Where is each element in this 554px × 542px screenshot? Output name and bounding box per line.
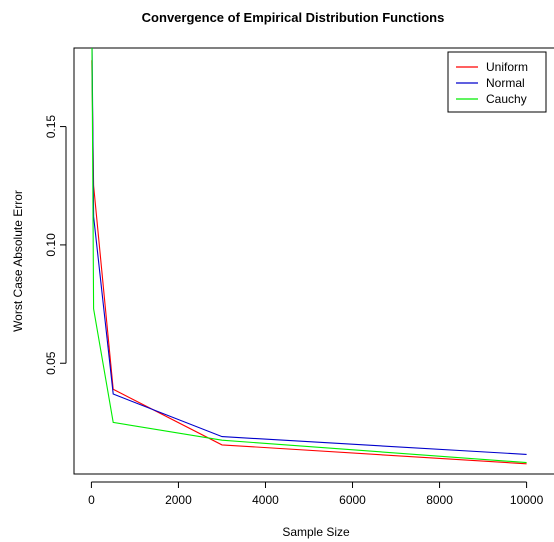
- x-axis: 0 2000 4000 6000 8000 10000: [88, 481, 544, 507]
- y-tick-label: 0.10: [44, 233, 58, 257]
- legend: Uniform Normal Cauchy: [447, 51, 547, 113]
- y-tick-label: 0.05: [44, 351, 58, 375]
- legend-label-cauchy: Cauchy: [486, 92, 527, 106]
- legend-box: [447, 51, 547, 113]
- y-tick-label: 0.15: [44, 115, 58, 139]
- x-tick-label: 10000: [510, 493, 544, 507]
- x-tick-label: 8000: [426, 493, 453, 507]
- x-tick-label: 4000: [252, 493, 279, 507]
- series-lines: [91, 48, 527, 465]
- y-axis-label: Worst Case Absolute Error: [11, 190, 25, 332]
- x-axis-label: Sample Size: [282, 525, 350, 539]
- legend-label-normal: Normal: [486, 76, 525, 90]
- x-tick-label: 2000: [165, 493, 192, 507]
- x-tick-label: 6000: [339, 493, 366, 507]
- legend-label-uniform: Uniform: [486, 60, 528, 74]
- chart-title: Convergence of Empirical Distribution Fu…: [142, 10, 445, 25]
- plot-frame: [73, 47, 554, 475]
- series-line-cauchy: [91, 48, 527, 464]
- series-line-uniform: [91, 60, 527, 465]
- x-tick-label: 0: [88, 493, 95, 507]
- y-axis: 0.05 0.10 0.15: [44, 115, 67, 375]
